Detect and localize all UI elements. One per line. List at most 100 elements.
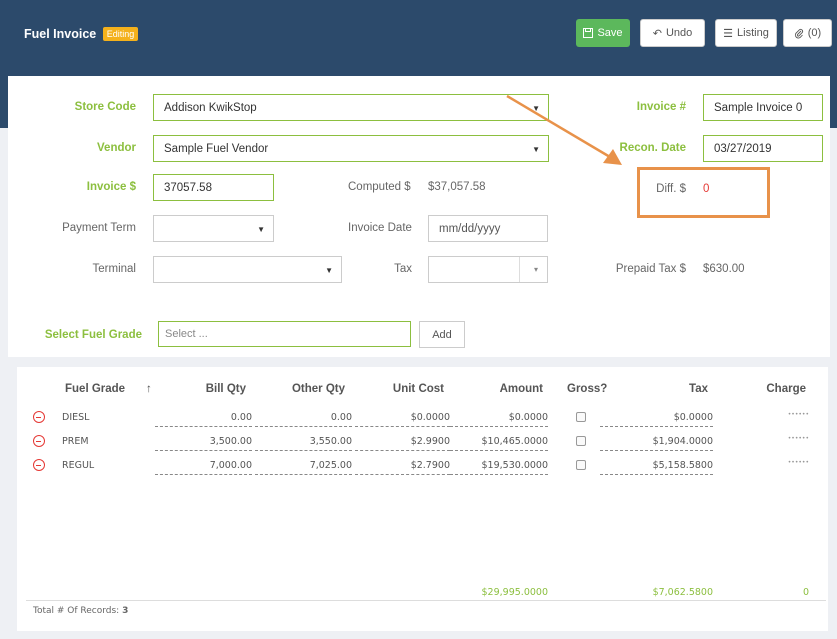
total-tax: $7,062.5800 bbox=[652, 587, 713, 598]
store-code-label: Store Code bbox=[74, 101, 136, 113]
fuel-grade-placeholder: Select ... bbox=[165, 328, 208, 340]
add-fuel-grade-button[interactable]: Add bbox=[419, 321, 465, 348]
invoice-date-label: Invoice Date bbox=[348, 222, 412, 234]
listing-button[interactable]: ☰ Listing bbox=[715, 19, 777, 47]
sort-asc-icon[interactable]: ↑ bbox=[146, 383, 152, 395]
row-grade: PREM bbox=[62, 436, 89, 447]
recon-date-input[interactable]: 03/27/2019 bbox=[703, 135, 823, 162]
total-charge: 0 bbox=[802, 587, 809, 598]
paperclip-icon bbox=[794, 28, 803, 38]
row-gross-checkbox[interactable] bbox=[576, 460, 586, 470]
chevron-down-icon: ▼ bbox=[325, 266, 333, 275]
row-other-qty[interactable]: 0.00 bbox=[255, 412, 352, 427]
undo-button[interactable]: ↶ Undo bbox=[640, 19, 705, 47]
row-bill-qty[interactable]: 0.00 bbox=[155, 412, 252, 427]
tax-select[interactable]: ▾ bbox=[428, 256, 548, 283]
row-bill-qty[interactable]: 3,500.00 bbox=[155, 436, 252, 451]
record-count: Total # Of Records: 3 bbox=[33, 606, 128, 616]
prepaid-tax-label: Prepaid Tax $ bbox=[615, 263, 686, 275]
computed-value: $37,057.58 bbox=[428, 181, 486, 193]
vendor-select[interactable]: Sample Fuel Vendor ▼ bbox=[153, 135, 549, 162]
tax-label: Tax bbox=[394, 263, 412, 275]
row-amount[interactable]: $10,465.0000 bbox=[450, 436, 548, 451]
invoice-amount-value: 37057.58 bbox=[164, 181, 212, 194]
invoice-no-input[interactable]: Sample Invoice 0 bbox=[703, 94, 823, 121]
save-button[interactable]: Save bbox=[576, 19, 630, 47]
row-amount[interactable]: $0.0000 bbox=[450, 412, 548, 427]
row-grade: DIESL bbox=[62, 412, 90, 423]
row-unit-cost[interactable]: $2.7900 bbox=[355, 460, 450, 475]
row-other-qty[interactable]: 7,025.00 bbox=[255, 460, 352, 475]
store-code-value: Addison KwikStop bbox=[164, 101, 257, 114]
terminal-label: Terminal bbox=[92, 263, 136, 275]
row-charge[interactable]: •••••• bbox=[787, 411, 809, 418]
chevron-down-icon: ▼ bbox=[257, 225, 265, 234]
tax-select-divider bbox=[519, 257, 520, 282]
payment-term-label: Payment Term bbox=[62, 222, 136, 234]
row-other-qty[interactable]: 3,550.00 bbox=[255, 436, 352, 451]
highlight-box bbox=[637, 167, 770, 218]
invoice-no-label: Invoice # bbox=[636, 101, 686, 113]
vendor-label: Vendor bbox=[97, 142, 136, 154]
vendor-value: Sample Fuel Vendor bbox=[164, 142, 269, 155]
chevron-down-icon: ▼ bbox=[532, 104, 540, 113]
row-tax[interactable]: $0.0000 bbox=[600, 412, 713, 427]
fuel-grade-search-input[interactable]: Select ... bbox=[158, 321, 411, 347]
status-badge: Editing bbox=[102, 27, 139, 41]
page-title: Fuel Invoice Editing bbox=[24, 27, 139, 41]
attachments-button[interactable]: (0) bbox=[783, 19, 832, 47]
undo-icon: ↶ bbox=[652, 27, 662, 40]
payment-term-select[interactable]: ▼ bbox=[153, 215, 274, 242]
record-count-value: 3 bbox=[122, 606, 129, 616]
store-code-select[interactable]: Addison KwikStop ▼ bbox=[153, 94, 549, 121]
prepaid-tax-value: $630.00 bbox=[703, 263, 745, 275]
col-charge[interactable]: Charge bbox=[766, 383, 806, 395]
invoice-date-placeholder: mm/dd/yyyy bbox=[439, 222, 501, 235]
diff-label: Diff. $ bbox=[656, 183, 686, 195]
row-grade: REGUL bbox=[62, 460, 95, 471]
attachments-count: (0) bbox=[807, 27, 822, 39]
col-amount[interactable]: Amount bbox=[499, 383, 543, 395]
row-gross-checkbox[interactable] bbox=[576, 436, 586, 446]
row-tax[interactable]: $5,158.5800 bbox=[600, 460, 713, 475]
recon-date-value: 03/27/2019 bbox=[714, 142, 772, 155]
col-bill-qty[interactable]: Bill Qty bbox=[205, 383, 246, 395]
select-fuel-grade-label: Select Fuel Grade bbox=[44, 329, 142, 341]
diff-value: 0 bbox=[703, 183, 710, 195]
remove-row-icon[interactable] bbox=[33, 435, 45, 447]
col-fuel-grade[interactable]: Fuel Grade bbox=[65, 383, 126, 395]
save-label: Save bbox=[597, 27, 623, 39]
undo-label: Undo bbox=[665, 27, 693, 39]
col-unit-cost[interactable]: Unit Cost bbox=[392, 383, 444, 395]
invoice-date-input[interactable]: mm/dd/yyyy bbox=[428, 215, 548, 242]
remove-row-icon[interactable] bbox=[33, 459, 45, 471]
row-gross-checkbox[interactable] bbox=[576, 412, 586, 422]
row-bill-qty[interactable]: 7,000.00 bbox=[155, 460, 252, 475]
row-tax[interactable]: $1,904.0000 bbox=[600, 436, 713, 451]
fuel-grade-table-panel bbox=[17, 367, 828, 631]
list-icon: ☰ bbox=[723, 27, 734, 40]
chevron-down-icon: ▼ bbox=[532, 145, 540, 154]
row-amount[interactable]: $19,530.0000 bbox=[450, 460, 548, 475]
table-footer-divider bbox=[26, 600, 826, 601]
save-icon bbox=[583, 28, 594, 38]
computed-label: Computed $ bbox=[348, 181, 411, 193]
col-tax[interactable]: Tax bbox=[689, 383, 708, 395]
total-amount: $29,995.0000 bbox=[481, 587, 548, 598]
row-unit-cost[interactable]: $2.9900 bbox=[355, 436, 450, 451]
invoice-no-value: Sample Invoice 0 bbox=[714, 101, 803, 114]
terminal-select[interactable]: ▼ bbox=[153, 256, 342, 283]
invoice-amount-input[interactable]: 37057.58 bbox=[153, 174, 274, 201]
invoice-amount-label: Invoice $ bbox=[86, 181, 136, 193]
col-other-qty[interactable]: Other Qty bbox=[291, 383, 345, 395]
remove-row-icon[interactable] bbox=[33, 411, 45, 423]
col-gross[interactable]: Gross? bbox=[567, 383, 608, 395]
row-unit-cost[interactable]: $0.0000 bbox=[355, 412, 450, 427]
row-charge[interactable]: •••••• bbox=[787, 435, 809, 442]
recon-date-label: Recon. Date bbox=[619, 142, 686, 154]
chevron-down-icon: ▾ bbox=[533, 265, 538, 274]
row-charge[interactable]: •••••• bbox=[787, 459, 809, 466]
record-count-label: Total # Of Records: bbox=[33, 606, 120, 616]
title-text: Fuel Invoice bbox=[24, 27, 97, 41]
listing-label: Listing bbox=[737, 27, 769, 39]
